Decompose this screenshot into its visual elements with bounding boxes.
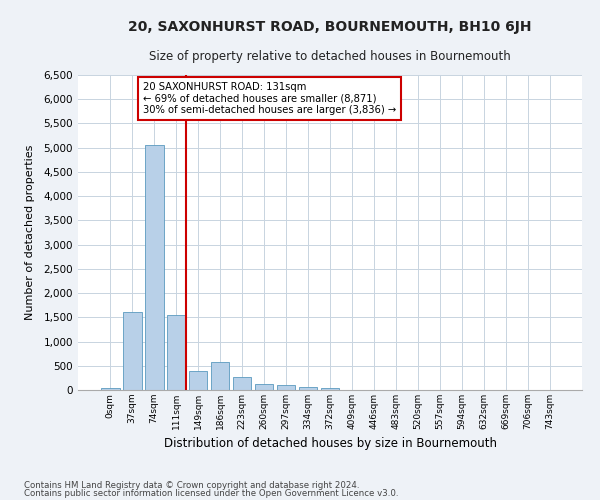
Text: Contains public sector information licensed under the Open Government Licence v3: Contains public sector information licen… [24, 489, 398, 498]
Bar [145, 146, 164, 390]
Bar [123, 312, 142, 390]
Bar [189, 371, 208, 390]
Bar [101, 388, 119, 390]
Bar [167, 316, 185, 390]
Text: 20, SAXONHURST ROAD, BOURNEMOUTH, BH10 6JH: 20, SAXONHURST ROAD, BOURNEMOUTH, BH10 6… [128, 20, 532, 34]
Bar [233, 378, 251, 390]
Bar [211, 362, 229, 390]
X-axis label: Distribution of detached houses by size in Bournemouth: Distribution of detached houses by size … [163, 438, 497, 450]
Text: 20 SAXONHURST ROAD: 131sqm
← 69% of detached houses are smaller (8,871)
30% of s: 20 SAXONHURST ROAD: 131sqm ← 69% of deta… [143, 82, 397, 116]
Bar [299, 386, 317, 390]
Bar [320, 388, 340, 390]
Bar [255, 384, 274, 390]
Text: Contains HM Land Registry data © Crown copyright and database right 2024.: Contains HM Land Registry data © Crown c… [24, 480, 359, 490]
Y-axis label: Number of detached properties: Number of detached properties [25, 145, 35, 320]
Text: Size of property relative to detached houses in Bournemouth: Size of property relative to detached ho… [149, 50, 511, 63]
Bar [277, 385, 295, 390]
